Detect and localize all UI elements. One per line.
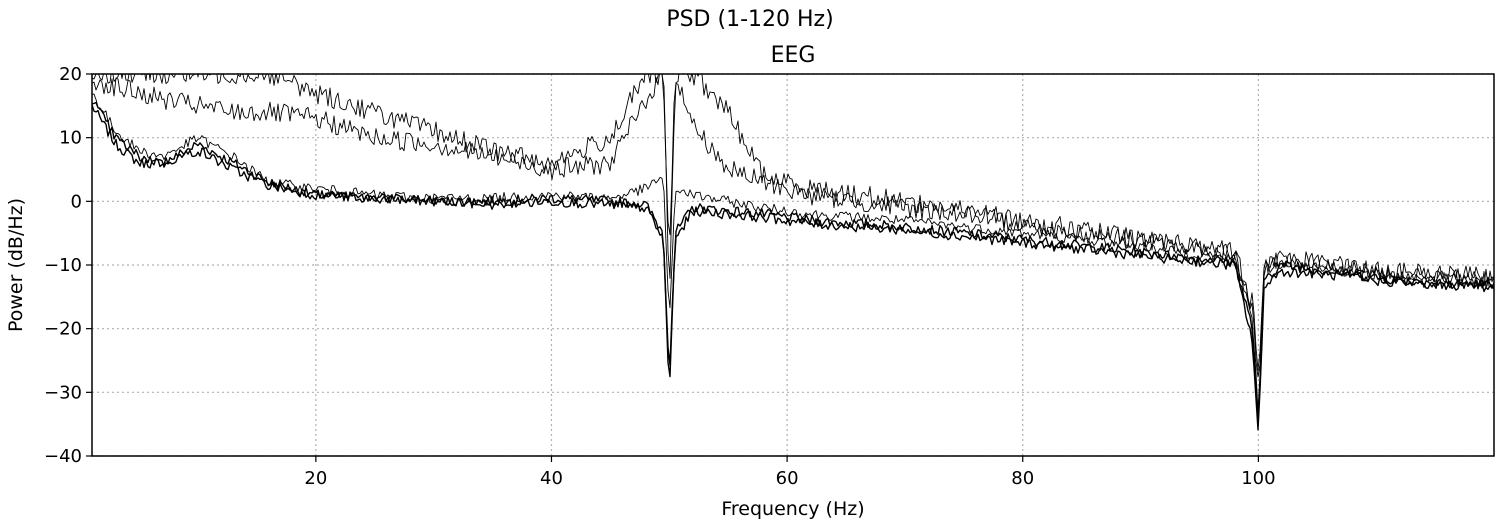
x-axis-label: Frequency (Hz) <box>721 498 864 520</box>
psd-trace-line <box>92 101 1494 431</box>
psd-trace-line <box>92 93 1494 412</box>
y-axis-ticks: 20 10 0 −10 −20 −30 −40 <box>44 64 92 467</box>
x-tick-label: 80 <box>1011 468 1034 489</box>
y-tick-label: −20 <box>44 319 82 340</box>
psd-trace-line <box>92 104 1494 421</box>
psd-trace-line <box>92 74 1494 378</box>
y-tick-label: 10 <box>59 128 82 149</box>
y-tick-label: −40 <box>44 446 82 467</box>
y-tick-label: 0 <box>71 191 82 212</box>
chart-title: EEG <box>771 43 816 68</box>
y-tick-label: 20 <box>59 64 82 85</box>
y-tick-label: −10 <box>44 255 82 276</box>
chart-suptitle: PSD (1-120 Hz) <box>666 7 833 32</box>
psd-trace-line <box>92 74 1494 371</box>
x-tick-label: 60 <box>776 468 799 489</box>
x-axis-ticks: 20 40 60 80 100 <box>304 456 1276 489</box>
psd-traces <box>92 74 1494 431</box>
x-tick-label: 100 <box>1241 468 1275 489</box>
x-tick-label: 20 <box>304 468 327 489</box>
x-tick-label: 40 <box>540 468 563 489</box>
y-axis-label: Power (dB/Hz) <box>5 198 27 332</box>
y-tick-label: −30 <box>44 382 82 403</box>
